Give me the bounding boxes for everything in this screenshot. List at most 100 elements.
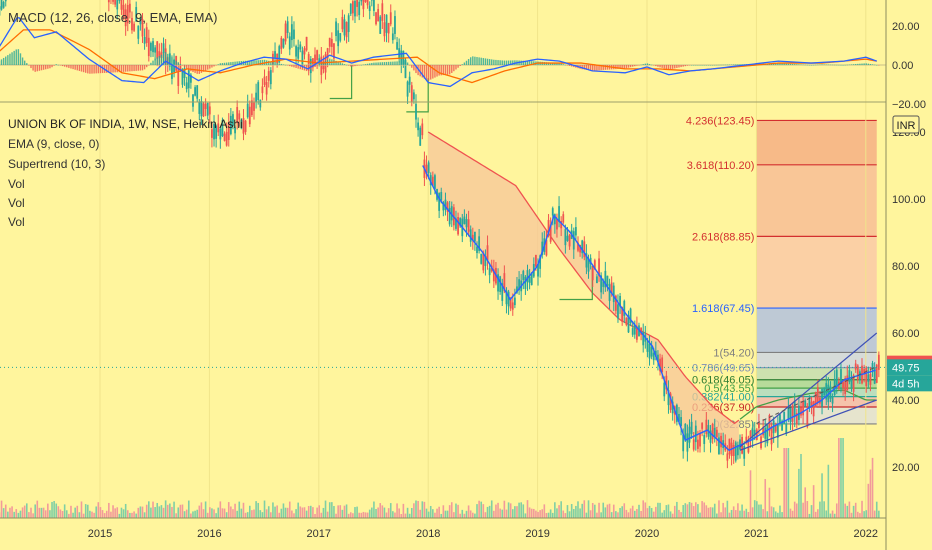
macd-histogram-bar xyxy=(476,57,478,65)
macd-histogram-bar xyxy=(143,65,146,70)
candle-body xyxy=(280,37,283,49)
volume-bar xyxy=(627,512,630,518)
volume-bar xyxy=(164,500,167,518)
price-marker-box[interactable] xyxy=(887,359,932,376)
volume-bar xyxy=(80,501,83,518)
macd-histogram-bar xyxy=(286,65,289,66)
legend-vol-2[interactable]: Vol xyxy=(8,196,25,210)
macd-histogram-bar xyxy=(223,62,226,65)
candle-body xyxy=(743,446,746,459)
legend-vol-1[interactable]: Vol xyxy=(8,177,25,191)
volume-bar xyxy=(183,511,186,518)
volume-bar xyxy=(118,513,121,518)
candle-body xyxy=(141,19,144,37)
candle-body xyxy=(758,422,760,429)
volume-bar xyxy=(501,509,504,518)
time-axis-tick: 2020 xyxy=(635,528,659,540)
volume-bar xyxy=(360,512,363,518)
macd-histogram-bar xyxy=(179,63,182,65)
volume-bar xyxy=(162,507,165,518)
currency-badge[interactable] xyxy=(892,115,920,134)
candle-body xyxy=(2,1,5,8)
macd-histogram-bar xyxy=(173,58,175,65)
channel-mid-line[interactable] xyxy=(756,366,877,424)
volume-bar xyxy=(421,501,424,518)
fibonacci-extension[interactable]: 4.236(123.45) 3.618(110.20) 2.618(88.85) 1.… xyxy=(686,115,877,431)
macd-histogram-bar xyxy=(255,60,257,65)
volume-bar xyxy=(246,512,249,518)
volume-bar xyxy=(328,502,331,518)
macd-histogram-bar xyxy=(47,65,49,69)
candle-body xyxy=(642,331,645,346)
trend-channel[interactable] xyxy=(739,332,878,451)
volume-bar xyxy=(537,511,539,518)
macd-histogram-bar xyxy=(533,61,535,65)
candle-body xyxy=(568,234,571,247)
volume-bar xyxy=(722,502,724,518)
fib-zone xyxy=(756,352,877,368)
macd-histogram-bar xyxy=(36,65,39,72)
macd-histogram-bar xyxy=(448,65,451,75)
candle-body xyxy=(215,125,218,139)
volume-bar xyxy=(753,500,756,518)
candle-body xyxy=(604,270,607,288)
candle-body xyxy=(417,122,420,131)
volume-bar xyxy=(377,507,379,518)
candle-body xyxy=(850,378,853,389)
macd-histogram-bar xyxy=(693,65,695,66)
volume-bar xyxy=(520,502,522,518)
price-marker-box[interactable] xyxy=(887,375,932,392)
volume-bar xyxy=(747,512,750,518)
macd-histogram-bar xyxy=(381,62,384,65)
volume-bar xyxy=(709,507,712,518)
channel-upper-line[interactable] xyxy=(739,332,878,448)
macd-histogram-bar xyxy=(188,65,190,71)
macd-histogram-bar xyxy=(741,64,743,65)
candle-body xyxy=(288,36,291,50)
macd-histogram-bar xyxy=(40,65,43,71)
volume-bar xyxy=(568,511,571,518)
volume-bar xyxy=(49,510,51,518)
macd-histogram-bar xyxy=(89,65,91,74)
volume-bar xyxy=(621,506,623,518)
candle-body xyxy=(692,439,695,450)
macd-histogram-bar xyxy=(846,64,848,66)
macd-histogram-bar xyxy=(720,64,722,66)
macd-histogram-bar xyxy=(606,65,609,70)
macd-histogram-bar xyxy=(11,52,13,65)
macd-histogram-bar xyxy=(261,59,264,65)
legend-ema[interactable]: EMA (9, close, 0) xyxy=(8,137,99,151)
channel-lower-line[interactable] xyxy=(739,399,877,451)
candle-body xyxy=(192,94,194,107)
volume-bar xyxy=(867,483,870,518)
supertrend-step xyxy=(329,65,353,100)
legend-vol-3[interactable]: Vol xyxy=(8,215,25,229)
candle-body xyxy=(4,0,7,2)
candle-body xyxy=(684,423,687,441)
candle-body xyxy=(282,38,285,48)
candle-body xyxy=(404,59,407,79)
candle-body xyxy=(774,424,777,432)
macd-histogram-bar xyxy=(352,65,354,67)
macd-histogram-bar xyxy=(181,65,184,66)
volume-bar xyxy=(682,505,684,518)
macd-histogram-bar xyxy=(434,65,436,78)
volume-bar xyxy=(793,501,796,518)
legend-supertrend[interactable]: Supertrend (10, 3) xyxy=(8,157,105,171)
macd-histogram-bar xyxy=(556,63,558,65)
volume-bar xyxy=(511,509,514,518)
volume-bar xyxy=(842,438,844,518)
volume-bar xyxy=(423,501,426,518)
volume-bar xyxy=(791,510,794,518)
volume-bar xyxy=(608,503,611,518)
volume-bar xyxy=(718,500,720,518)
volume-bar xyxy=(810,505,813,518)
candle-body xyxy=(728,438,731,455)
volume-bar xyxy=(187,500,190,518)
volume-bar xyxy=(869,469,872,518)
volume-bar xyxy=(398,508,400,518)
volume-bar xyxy=(476,504,478,518)
macd-histogram-bar xyxy=(141,65,144,71)
volume-bar xyxy=(286,507,289,518)
